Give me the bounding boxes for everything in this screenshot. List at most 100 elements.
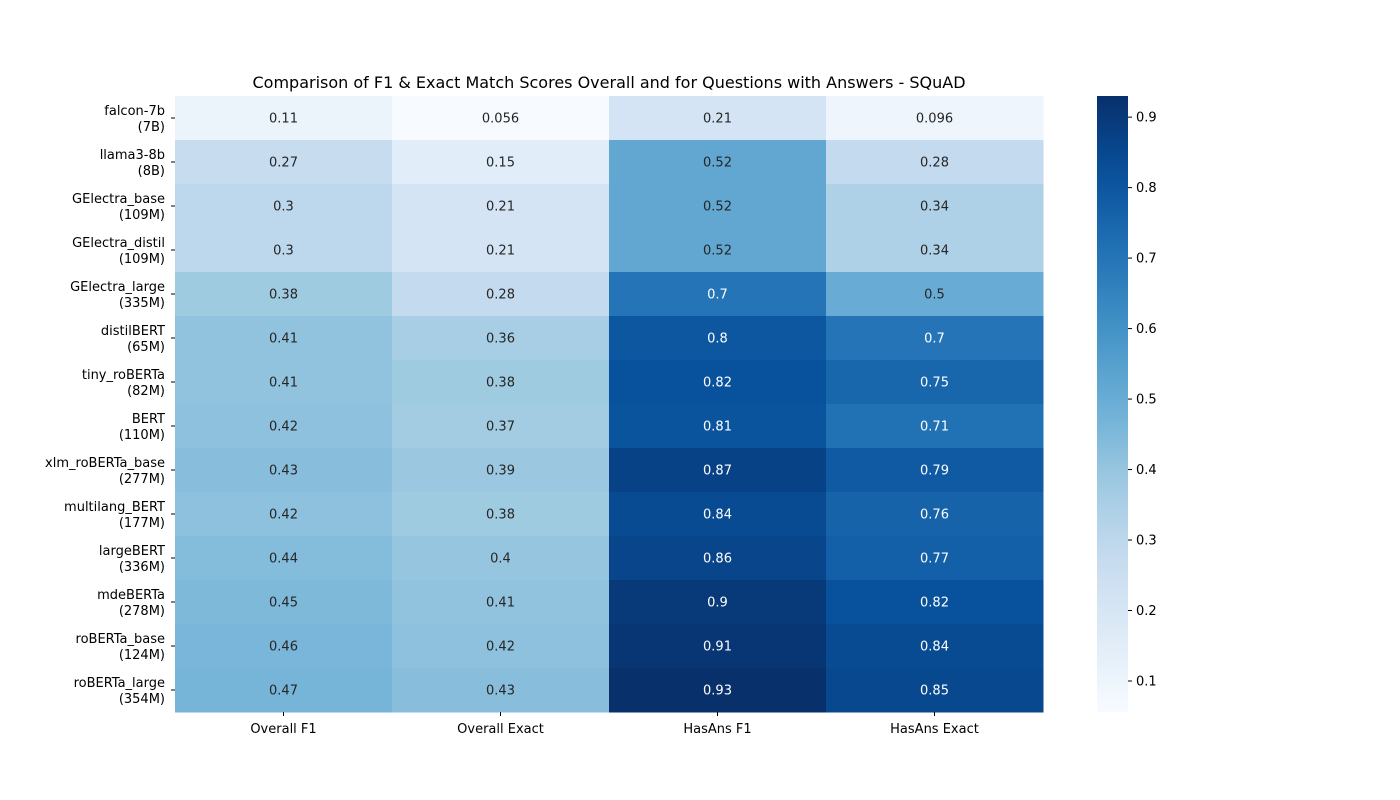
row-label-name: BERT xyxy=(132,412,165,427)
heatmap-cell xyxy=(392,492,610,537)
heatmap-cell xyxy=(392,536,610,581)
heatmap-cell xyxy=(175,96,393,141)
heatmap-cell xyxy=(609,536,827,581)
row-label-size: (8B) xyxy=(138,164,165,179)
column-labels: Overall F1 Overall Exact HasAns F1 HasAns E… xyxy=(250,712,979,737)
cell-value-label: 0.5 xyxy=(924,288,945,303)
row-label-name: falcon-7b xyxy=(104,104,165,119)
heatmap-cell xyxy=(826,580,1044,625)
heatmap-cell xyxy=(392,448,610,493)
row-label-size: (124M) xyxy=(119,648,165,663)
heatmap-cell xyxy=(175,228,393,273)
cell-value-label: 0.77 xyxy=(920,552,949,567)
row-label-size: (354M) xyxy=(119,692,165,707)
cell-value-label: 0.43 xyxy=(269,464,298,479)
heatmap-cell xyxy=(826,360,1044,405)
cell-value-label: 0.76 xyxy=(920,508,949,523)
heatmap-cell xyxy=(609,228,827,273)
cell-value-label: 0.34 xyxy=(920,200,949,215)
colorbar-tick-label: 0.2 xyxy=(1136,604,1157,619)
heatmap-cell xyxy=(392,668,610,713)
cell-value-label: 0.3 xyxy=(273,244,294,259)
cell-value-label: 0.75 xyxy=(920,376,949,391)
cell-value-label: 0.27 xyxy=(269,156,298,171)
cell-value-label: 0.41 xyxy=(269,332,298,347)
heatmap-cell xyxy=(609,272,827,317)
row-label-name: roBERTa_base xyxy=(76,632,165,647)
row-label-size: (110M) xyxy=(119,428,165,443)
cell-value-label: 0.21 xyxy=(703,112,732,127)
cell-value-label: 0.36 xyxy=(486,332,515,347)
cell-value-label: 0.37 xyxy=(486,420,515,435)
heatmap-cell xyxy=(175,492,393,537)
cell-value-label: 0.3 xyxy=(273,200,294,215)
row-label-name: xlm_roBERTa_base xyxy=(45,456,165,471)
cell-value-label: 0.43 xyxy=(486,684,515,699)
heatmap-cell xyxy=(175,184,393,229)
heatmap-cell xyxy=(175,668,393,713)
heatmap-cell xyxy=(175,624,393,669)
row-label-name: multilang_BERT xyxy=(64,500,165,515)
heatmap-cell xyxy=(609,448,827,493)
cell-value-label: 0.8 xyxy=(707,332,728,347)
heatmap-cell xyxy=(175,316,393,361)
cell-value-label: 0.52 xyxy=(703,244,732,259)
heatmap-cell xyxy=(175,536,393,581)
cell-value-label: 0.84 xyxy=(920,640,949,655)
colorbar-tick-label: 0.1 xyxy=(1136,674,1157,689)
heatmap-cell xyxy=(392,360,610,405)
heatmap-cell xyxy=(609,668,827,713)
heatmap-cell xyxy=(175,272,393,317)
heatmap-cells: 0.11 0.056 0.21 0.096 0.27 0.15 0.52 0.28 0.3 0.2… xyxy=(175,96,1044,713)
heatmap-cell xyxy=(392,316,610,361)
cell-value-label: 0.7 xyxy=(924,332,945,347)
row-label-size: (82M) xyxy=(127,384,165,399)
row-label-size: (109M) xyxy=(119,252,165,267)
heatmap-cell xyxy=(175,404,393,449)
heatmap-cell xyxy=(392,624,610,669)
heatmap-cell xyxy=(826,536,1044,581)
cell-value-label: 0.38 xyxy=(486,376,515,391)
heatmap-cell xyxy=(392,272,610,317)
colorbar-tick-label: 0.6 xyxy=(1136,322,1157,337)
heatmap-cell xyxy=(826,668,1044,713)
cell-value-label: 0.38 xyxy=(269,288,298,303)
cell-value-label: 0.21 xyxy=(486,200,515,215)
cell-value-label: 0.42 xyxy=(486,640,515,655)
heatmap-cell xyxy=(609,316,827,361)
row-label-size: (7B) xyxy=(138,120,165,135)
row-label-name: tiny_roBERTa xyxy=(82,368,165,383)
cell-value-label: 0.4 xyxy=(490,552,511,567)
heatmap-cell xyxy=(826,184,1044,229)
cell-value-label: 0.41 xyxy=(486,596,515,611)
row-label-name: mdeBERTa xyxy=(97,588,165,603)
colorbar-tick-label: 0.4 xyxy=(1136,463,1157,478)
heatmap-cell xyxy=(609,580,827,625)
cell-value-label: 0.34 xyxy=(920,244,949,259)
row-label-name: llama3-8b xyxy=(100,148,165,163)
cell-value-label: 0.9 xyxy=(707,596,728,611)
colorbar-tick-label: 0.5 xyxy=(1136,393,1157,408)
heatmap-cell xyxy=(609,404,827,449)
heatmap-cell xyxy=(175,580,393,625)
cell-value-label: 0.45 xyxy=(269,596,298,611)
heatmap-cell xyxy=(175,448,393,493)
row-label-name: GElectra_large xyxy=(70,280,165,295)
column-label: HasAns Exact xyxy=(890,722,979,737)
chart-title: Comparison of F1 & Exact Match Scores Ov… xyxy=(252,73,965,92)
cell-value-label: 0.82 xyxy=(920,596,949,611)
heatmap-cell xyxy=(609,140,827,185)
colorbar-tick-label: 0.8 xyxy=(1136,181,1157,196)
heatmap-cell xyxy=(392,228,610,273)
cell-value-label: 0.84 xyxy=(703,508,732,523)
cell-value-label: 0.82 xyxy=(703,376,732,391)
colorbar-tick-label: 0.9 xyxy=(1136,111,1157,126)
cell-value-label: 0.28 xyxy=(920,156,949,171)
row-label-name: largeBERT xyxy=(99,544,165,559)
cell-value-label: 0.79 xyxy=(920,464,949,479)
row-label-size: (277M) xyxy=(119,472,165,487)
column-label: Overall F1 xyxy=(250,722,316,737)
heatmap-cell xyxy=(392,96,610,141)
heatmap-cell xyxy=(826,404,1044,449)
heatmap-cell xyxy=(826,272,1044,317)
